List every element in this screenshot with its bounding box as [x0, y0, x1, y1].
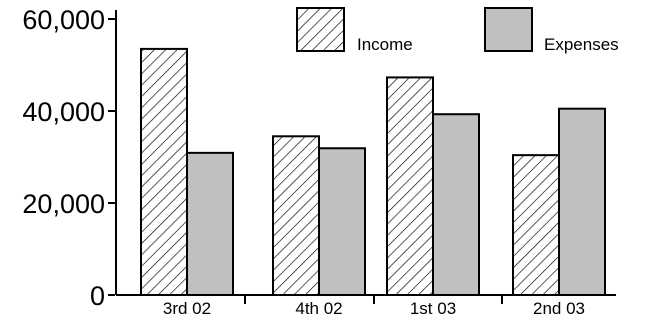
bar-income-2	[386, 76, 434, 296]
bar-income-0	[140, 47, 188, 297]
y-tick-label: 20,000	[22, 189, 105, 219]
x-category-label: 1st 03	[410, 299, 456, 318]
legend: Income Expenses	[296, 7, 619, 54]
bars	[140, 47, 606, 297]
x-category-label: 2nd 03	[533, 299, 585, 318]
legend-label-expenses: Expenses	[544, 35, 619, 54]
bar-income-1	[272, 135, 320, 296]
x-ticks: 3rd 02 4th 02 1st 03 2nd 03	[163, 295, 585, 318]
y-ticks: 0 20,000 40,000 60,000	[22, 5, 115, 311]
bar-expenses-1	[318, 147, 366, 296]
bar-expenses-0	[186, 151, 234, 296]
bar-income-3	[512, 154, 560, 296]
x-category-label: 4th 02	[295, 299, 342, 318]
bar-expenses-2	[432, 113, 480, 296]
bar-expenses-3	[558, 107, 606, 296]
legend-swatch-expenses	[484, 7, 533, 52]
legend-swatch-income	[296, 7, 345, 52]
y-tick-label: 40,000	[22, 97, 105, 127]
y-tick-label: 60,000	[22, 5, 105, 35]
y-tick-label: 0	[90, 281, 105, 311]
x-category-label: 3rd 02	[163, 299, 211, 318]
legend-label-income: Income	[357, 35, 413, 54]
